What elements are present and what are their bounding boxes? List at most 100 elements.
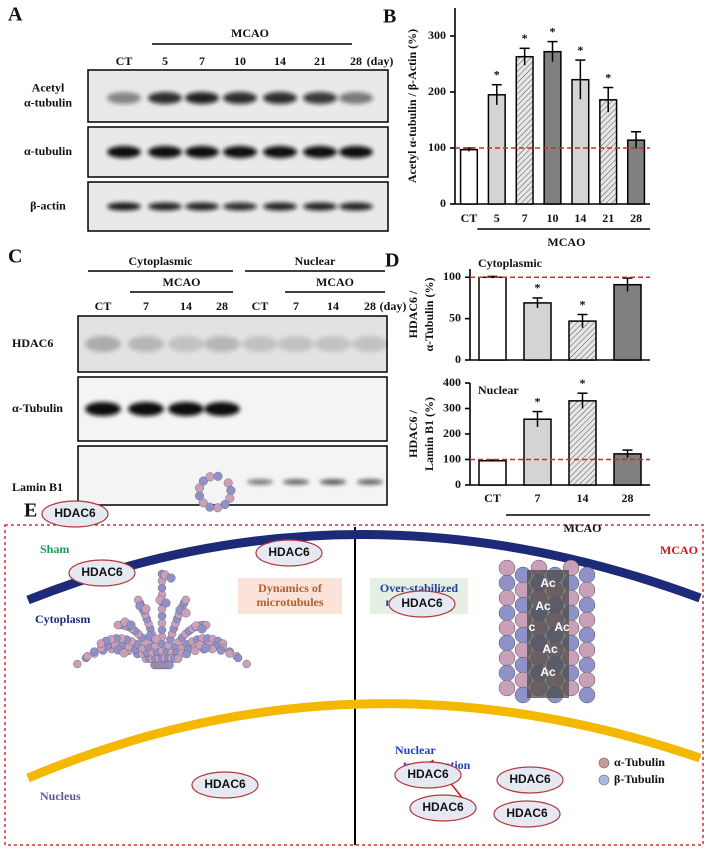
tubulin-bead [195,483,205,493]
tubulin-bead [182,649,191,659]
lane-label: CT [116,54,133,68]
y-tick-label: 300 [443,400,461,414]
blot-band [263,146,297,158]
tubulin-bead [578,596,596,614]
significance: * [605,70,611,84]
tubulin-bead [498,619,516,637]
blot-band [128,402,164,416]
y-axis-label: HDAC6 / [406,410,420,458]
tubulin-bead [96,639,106,648]
significance: * [580,297,586,311]
blot-band [107,202,141,211]
tubulin-bead [83,652,92,661]
blot-band [357,479,383,485]
significance: * [550,24,556,38]
blot-band [204,402,240,416]
tubulin-bead [578,656,596,674]
lane-label: 28 [216,299,228,313]
tubulin-bead [213,471,223,481]
blot-band [148,202,182,211]
tubulin-bead [225,493,235,503]
panel-label: C [8,246,22,268]
tubulin-bead [213,503,223,513]
row-label: Acetyl [32,80,65,94]
lane-label: 28 [364,299,376,313]
acetyl-label: c [529,620,536,634]
tubulin-bead [157,583,167,593]
group-label: MCAO [316,275,354,289]
lane-label: 21 [314,54,326,68]
hdac6-label: HDAC6 [422,800,464,814]
bar [523,302,552,361]
tubulin-bead [498,559,516,577]
bar [478,276,507,361]
blot-band [85,402,121,416]
hdac6-label: HDAC6 [506,806,548,820]
hdac6-label: HDAC6 [401,596,443,610]
condition-title: MCAO [660,543,698,557]
hdac6-node [409,794,477,822]
hdac6-node [493,800,561,828]
x-tick-label: 5 [494,211,500,225]
blot-band [303,92,337,104]
tubulin-bead [157,625,167,635]
y-tick-label: 0 [455,477,461,491]
blot-band [303,146,337,158]
lane-label: 14 [327,299,339,313]
x-tick-label: 14 [574,211,586,225]
blot-band [85,336,121,352]
row-label: α-tubulin [24,95,72,109]
y-axis-label: Lamin B1 (%) [422,397,436,471]
lane-label: 14 [274,54,286,68]
blot-band [315,336,351,352]
blot-band [263,202,297,211]
lane-label: 14 [180,299,192,313]
blot-band [128,336,164,352]
tubulin-bead [197,624,207,634]
bar [515,55,534,205]
blot-band [185,146,219,158]
group-title: Nuclear [295,254,336,268]
tubulin-bead [194,491,204,501]
group-label: MCAO [163,275,201,289]
significance: * [522,31,528,45]
box-text: Over-stabilized [380,581,459,595]
acetyl-label: Ac [540,665,556,679]
y-tick-label: 400 [443,375,461,389]
blot-band [107,92,141,104]
tubulin-bead [498,649,516,667]
panel-label: D [385,250,399,272]
tubulin-bead [578,626,596,644]
blot-band [204,336,240,352]
x-tick-label: 14 [577,491,589,505]
blot-band [320,479,346,485]
legend-swatch [598,757,610,769]
legend-label: β-Tubulin [614,772,665,786]
lane-label: 10 [234,54,246,68]
blot-band [223,92,257,104]
lane-label: 7 [143,299,149,313]
y-axis-label: Acetyl α-tubulin / β-Actin (%) [405,29,419,183]
hdac6-label: HDAC6 [509,772,551,786]
tubulin-bead [157,618,167,628]
y-tick-label: 100 [443,451,461,465]
acetyl-label: Ac [535,599,551,613]
panel-label: B [383,6,396,28]
panel-label: E [24,500,37,522]
group-label: MCAO [231,26,269,40]
significance: * [535,281,541,295]
x-tick-label: 28 [630,211,642,225]
tubulin-bead [161,598,171,608]
tubulin-bead [498,679,516,697]
tubulin-bead [166,573,176,583]
tubulin-bead [165,660,174,670]
hdac6-node [68,559,136,587]
blot-band [339,202,373,211]
acetyl-label: Ac [554,620,570,634]
lane-label: CT [95,299,112,313]
region-label: Nucleus [40,789,81,803]
tubulin-bead [191,646,200,656]
tubulin-bead [578,686,596,704]
arrow-label: Nuclear [395,743,436,757]
